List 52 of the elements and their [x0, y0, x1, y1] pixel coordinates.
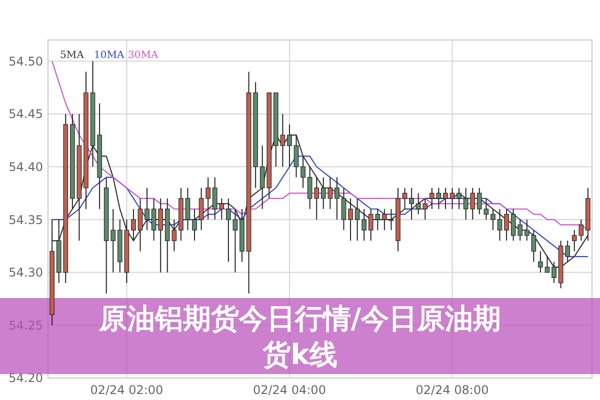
candlestick	[450, 187, 455, 210]
candlestick	[151, 198, 156, 242]
candlestick	[436, 187, 442, 210]
text: 10MA	[94, 50, 125, 61]
candlestick	[518, 219, 522, 242]
candlestick	[538, 250, 543, 273]
candlestick	[510, 208, 516, 242]
candlestick	[138, 198, 143, 252]
candlestick	[185, 187, 190, 231]
candlestick	[430, 187, 434, 210]
candlestick	[198, 187, 204, 231]
candlestick	[232, 208, 238, 273]
text: 5MA	[60, 50, 85, 61]
y-tick-label: 54.35	[8, 212, 43, 227]
candlestick	[280, 113, 286, 168]
candlestick	[409, 187, 414, 220]
y-tick-label: 54.40	[8, 160, 43, 174]
candlestick	[388, 208, 394, 231]
y-tick-label: 54.50	[8, 54, 43, 68]
x-tick-label: 02/24 08:00	[416, 383, 489, 397]
candlestick	[477, 187, 482, 215]
candlestick	[341, 187, 346, 231]
candlestick	[334, 176, 340, 220]
candlestick	[490, 208, 496, 231]
text: 30MA	[128, 50, 159, 61]
y-tick-label: 54.30	[8, 266, 43, 280]
x-tick-label: 02/24 02:00	[90, 383, 164, 397]
candlestick	[348, 198, 353, 242]
candlestick	[226, 198, 231, 262]
candlestick	[443, 187, 448, 210]
candlestick	[354, 198, 360, 242]
candlestick	[192, 208, 197, 242]
candlestick	[206, 176, 210, 220]
candlestick	[144, 187, 150, 231]
candlestick	[158, 198, 163, 273]
candlestick	[552, 261, 556, 284]
candlestick	[484, 198, 489, 220]
candlestick	[382, 208, 387, 231]
text: 原油铝期货今日行情/今日原油期货k线	[98, 302, 502, 371]
candlestick	[456, 187, 462, 210]
candlestick	[402, 187, 408, 210]
candlestick	[131, 208, 136, 242]
candlestick	[287, 124, 292, 168]
candlestick	[565, 240, 570, 262]
candlestick	[504, 208, 509, 242]
x-tick-label: 02/24 04:00	[252, 383, 326, 397]
candlestick	[300, 156, 306, 188]
y-tick-label: 54.20	[8, 371, 43, 386]
candlestick	[294, 134, 299, 178]
candlestick	[497, 208, 502, 242]
candlestick	[362, 208, 366, 242]
y-tick-label: 54.45	[8, 107, 43, 122]
